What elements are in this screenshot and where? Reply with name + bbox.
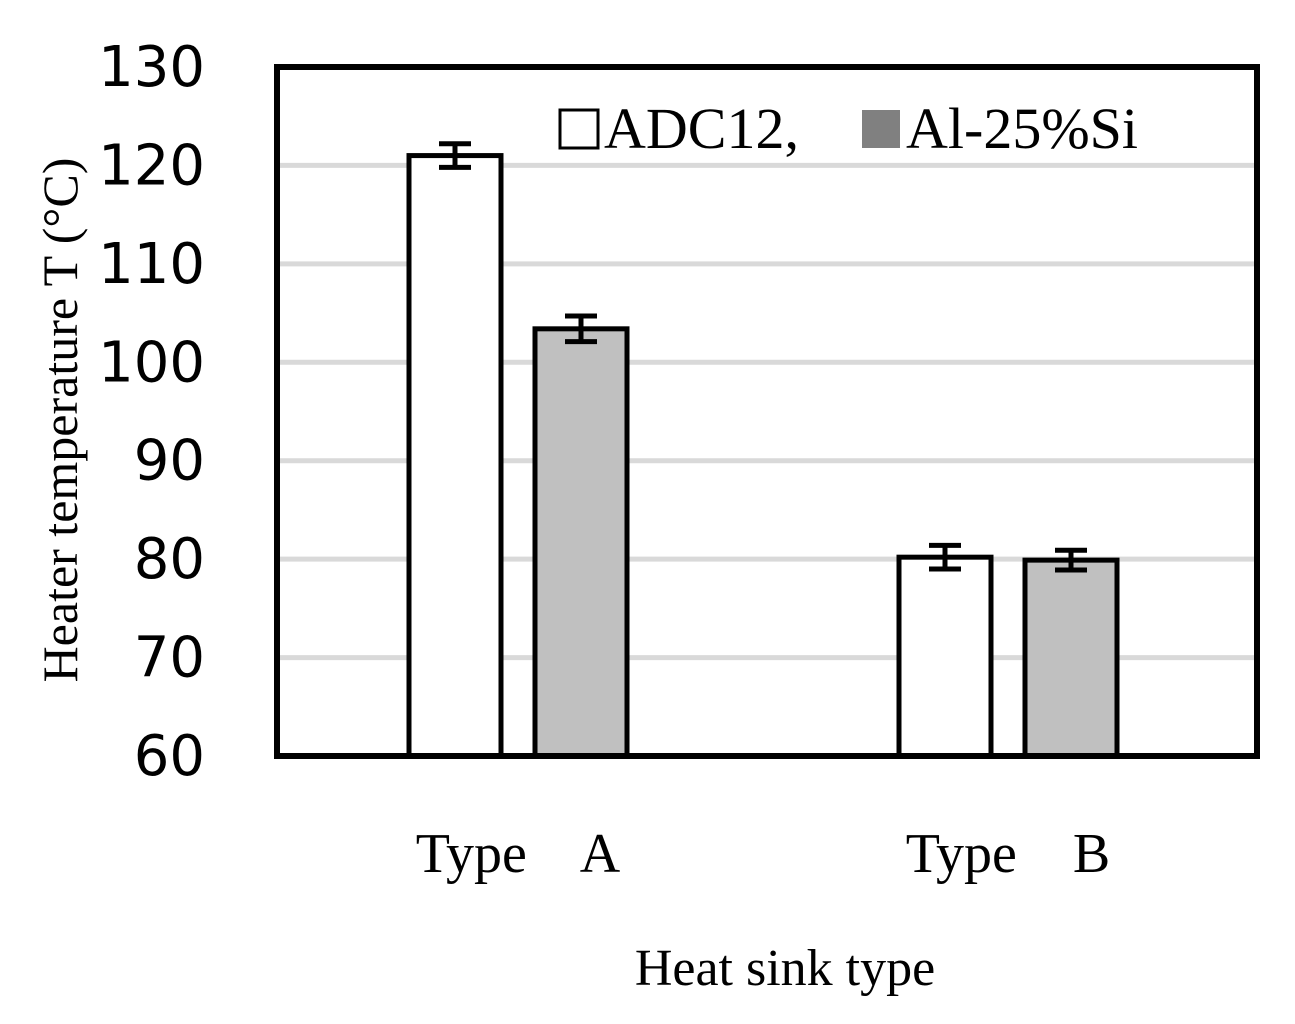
y-tick-labels: 60 70 80 90 100 110 120 130: [98, 35, 205, 789]
x-tick-label: Type B: [906, 823, 1111, 885]
y-tick-label: 80: [134, 527, 205, 592]
x-axis-label: Heat sink type: [635, 940, 935, 997]
bars: [406, 153, 1120, 759]
bar: [406, 153, 504, 759]
bar: [1022, 557, 1120, 759]
y-tick-label: 60: [134, 724, 205, 789]
bar: [896, 554, 994, 759]
y-tick-label: 70: [134, 626, 205, 691]
bar: [532, 326, 630, 759]
legend-swatch: [558, 108, 600, 150]
legend-swatch: [862, 110, 900, 148]
legend-label: Al-25%Si: [906, 96, 1138, 161]
plot-frame: [274, 64, 1260, 759]
y-tick-label: 120: [98, 133, 205, 198]
y-tick-label: 130: [98, 35, 205, 100]
legend: ADC12, Al-25%Si: [558, 96, 1138, 161]
legend-label: ADC12,: [604, 96, 799, 161]
y-tick-label: 100: [98, 330, 205, 395]
error-bars: [439, 141, 1087, 573]
y-axis-label: Heater temperature T (°C): [32, 158, 88, 683]
y-tick-label: 110: [98, 232, 205, 297]
y-tick-label: 90: [134, 429, 205, 494]
x-tick-labels: Type A Type B: [416, 823, 1111, 885]
x-tick-label: Type A: [416, 823, 621, 885]
